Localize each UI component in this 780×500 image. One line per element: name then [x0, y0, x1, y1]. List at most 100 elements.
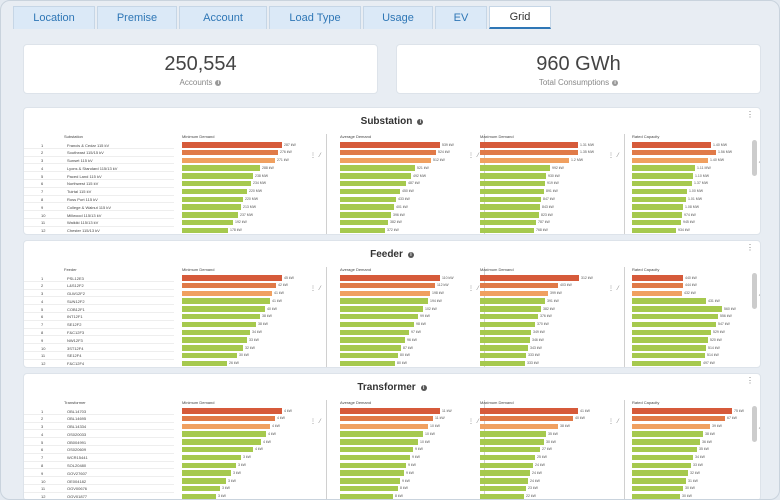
data-bar[interactable]: [182, 329, 250, 336]
more-options-icon[interactable]: ⋮: [746, 376, 754, 385]
table-row[interactable]: 2 Southeast 115/15 kV: [24, 149, 174, 157]
data-bar[interactable]: [480, 423, 558, 430]
scrollbar[interactable]: [752, 406, 757, 442]
data-bar[interactable]: [182, 298, 270, 304]
data-bar[interactable]: [632, 415, 725, 422]
data-bar[interactable]: [340, 142, 440, 148]
column-sort-icon[interactable]: ⋮ ⁄: [760, 152, 761, 165]
data-bar[interactable]: [182, 282, 276, 289]
table-row[interactable]: 12 F&C12F4: [24, 360, 174, 367]
table-row[interactable]: 1 OBL14703: [24, 407, 174, 415]
data-bar[interactable]: [340, 345, 401, 351]
data-bar[interactable]: [340, 493, 393, 499]
table-row[interactable]: 7 Tuirtal 115 kV: [24, 188, 174, 196]
tab-ev[interactable]: EV: [435, 6, 487, 29]
column-sort-icon[interactable]: ⋮ ⁄: [310, 419, 322, 425]
data-bar[interactable]: [480, 204, 540, 210]
column-sort-icon[interactable]: ⋮ ⁄: [310, 286, 322, 292]
table-row[interactable]: 6 OS020609: [24, 446, 174, 454]
data-bar[interactable]: [182, 219, 233, 226]
data-bar[interactable]: [632, 329, 711, 336]
data-bar[interactable]: [182, 196, 243, 203]
data-bar[interactable]: [182, 454, 241, 461]
table-row[interactable]: 8 F&C12F3: [24, 329, 174, 337]
info-icon[interactable]: i: [612, 79, 619, 86]
data-bar[interactable]: [632, 345, 706, 351]
data-bar[interactable]: [480, 415, 573, 422]
table-row[interactable]: 5 COB12F1: [24, 305, 174, 313]
table-row[interactable]: 12 Chester 115/13 kV: [24, 227, 174, 234]
data-bar[interactable]: [480, 219, 536, 226]
data-bar[interactable]: [340, 352, 398, 359]
data-bar[interactable]: [480, 165, 550, 171]
table-row[interactable]: 2 OBL14695: [24, 415, 174, 423]
data-bar[interactable]: [632, 306, 722, 312]
more-options-icon[interactable]: ⋮: [746, 110, 754, 119]
data-bar[interactable]: [632, 188, 687, 195]
table-row[interactable]: 1 Francis & Cedar 115 kV: [24, 141, 174, 149]
data-bar[interactable]: [632, 454, 693, 461]
data-bar[interactable]: [480, 142, 578, 148]
data-bar[interactable]: [632, 275, 683, 281]
data-bar[interactable]: [480, 196, 541, 203]
data-bar[interactable]: [632, 196, 686, 203]
data-bar[interactable]: [182, 446, 253, 453]
data-bar[interactable]: [632, 478, 686, 484]
data-bar[interactable]: [182, 313, 260, 320]
tab-premise[interactable]: Premise: [97, 6, 177, 29]
data-bar[interactable]: [182, 345, 243, 351]
data-bar[interactable]: [480, 188, 544, 195]
data-bar[interactable]: [340, 462, 406, 469]
column-sort-icon[interactable]: ⋮ ⁄: [608, 419, 620, 425]
data-bar[interactable]: [182, 352, 237, 359]
data-bar[interactable]: [182, 485, 220, 492]
data-bar[interactable]: [632, 212, 682, 218]
data-bar[interactable]: [632, 470, 688, 476]
data-bar[interactable]: [632, 485, 683, 492]
data-bar[interactable]: [632, 149, 716, 156]
data-bar[interactable]: [340, 149, 436, 156]
tab-usage[interactable]: Usage: [363, 6, 433, 29]
table-row[interactable]: 9 NW12F3: [24, 336, 174, 345]
info-icon[interactable]: i: [420, 384, 427, 391]
data-bar[interactable]: [480, 275, 579, 281]
data-bar[interactable]: [340, 478, 400, 484]
table-row[interactable]: 11 OGV00676: [24, 485, 174, 493]
data-bar[interactable]: [480, 321, 535, 328]
data-bar[interactable]: [340, 485, 398, 492]
table-row[interactable]: 4 Lyons & Standard 115/13 kV: [24, 164, 174, 173]
column-sort-icon[interactable]: ⋮ ⁄: [468, 153, 480, 159]
data-bar[interactable]: [480, 212, 539, 218]
data-bar[interactable]: [632, 157, 708, 164]
column-sort-icon[interactable]: ⋮ ⁄: [608, 286, 620, 292]
data-bar[interactable]: [182, 493, 216, 499]
data-bar[interactable]: [480, 478, 528, 484]
table-row[interactable]: 3 OBL14334: [24, 423, 174, 431]
data-bar[interactable]: [480, 227, 534, 234]
data-bar[interactable]: [182, 408, 282, 414]
data-bar[interactable]: [182, 149, 278, 156]
data-bar[interactable]: [182, 180, 251, 187]
data-bar[interactable]: [632, 423, 710, 430]
table-row[interactable]: 11 SE12F4: [24, 352, 174, 360]
data-bar[interactable]: [480, 408, 578, 414]
data-bar[interactable]: [340, 423, 428, 430]
data-bar[interactable]: [632, 282, 683, 289]
data-bar[interactable]: [480, 290, 548, 297]
data-bar[interactable]: [632, 219, 681, 226]
table-row[interactable]: 6 Northwest 115 kV: [24, 180, 174, 188]
data-bar[interactable]: [340, 313, 418, 320]
data-bar[interactable]: [632, 431, 703, 437]
table-row[interactable]: 7 WCR15441: [24, 454, 174, 462]
data-bar[interactable]: [632, 298, 706, 304]
data-bar[interactable]: [632, 462, 691, 469]
column-sort-icon[interactable]: ⋮ ⁄: [608, 153, 620, 159]
data-bar[interactable]: [182, 173, 253, 179]
data-bar[interactable]: [182, 142, 282, 148]
tab-account[interactable]: Account: [179, 6, 267, 29]
data-bar[interactable]: [340, 165, 415, 171]
column-sort-icon[interactable]: ⋮ ⁄: [760, 418, 761, 431]
data-bar[interactable]: [182, 462, 236, 469]
data-bar[interactable]: [340, 180, 406, 187]
data-bar[interactable]: [632, 337, 708, 343]
